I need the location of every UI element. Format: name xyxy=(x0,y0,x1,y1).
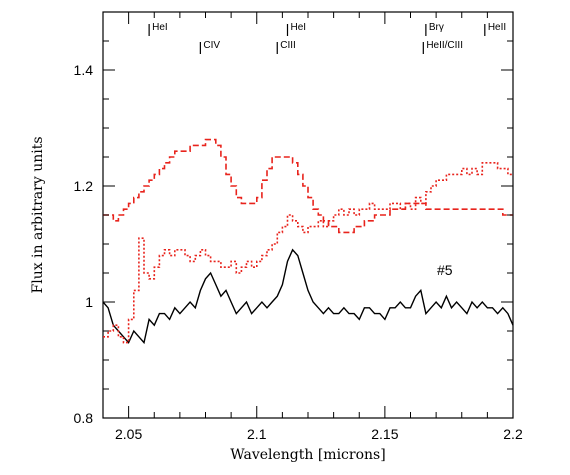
series-dashed-line xyxy=(103,138,513,234)
y-tick-label: 1 xyxy=(85,294,93,310)
x-tick-label: 2.2 xyxy=(503,426,523,442)
series-layer xyxy=(102,138,514,345)
x-tick-label: 2.1 xyxy=(247,426,267,442)
line-marker-label: HeI xyxy=(291,22,307,33)
y-tick-label: 0.8 xyxy=(74,410,94,426)
line-markers: HeI CIV HeI CIII Brγ HeII/CIII HeII xyxy=(148,22,506,54)
x-tick-label: 2.15 xyxy=(371,426,398,442)
series-solid-line xyxy=(102,248,514,345)
y-axis-title: Flux in arbitrary units xyxy=(30,136,46,293)
series-dotted-line xyxy=(103,162,513,344)
x-axis-title: Wavelength [microns] xyxy=(230,447,385,463)
line-marker-label: HeI xyxy=(152,22,168,33)
plot-frame xyxy=(102,11,514,419)
x-tick-label: 2.05 xyxy=(115,426,142,442)
star-annotation: #5 xyxy=(437,262,453,278)
line-marker-label: CIV xyxy=(203,40,220,51)
line-marker-label: HeII xyxy=(488,22,506,33)
y-tick-label: 1.4 xyxy=(74,62,94,78)
line-marker-label: HeII/CIII xyxy=(426,40,463,51)
ticks-layer: 2.05 2.1 2.15 2.2 0.8 1 1.2 1.4 xyxy=(74,11,523,442)
line-marker-label: CIII xyxy=(280,40,296,51)
y-tick-label: 1.2 xyxy=(74,178,94,194)
line-marker-label: Brγ xyxy=(429,22,444,33)
